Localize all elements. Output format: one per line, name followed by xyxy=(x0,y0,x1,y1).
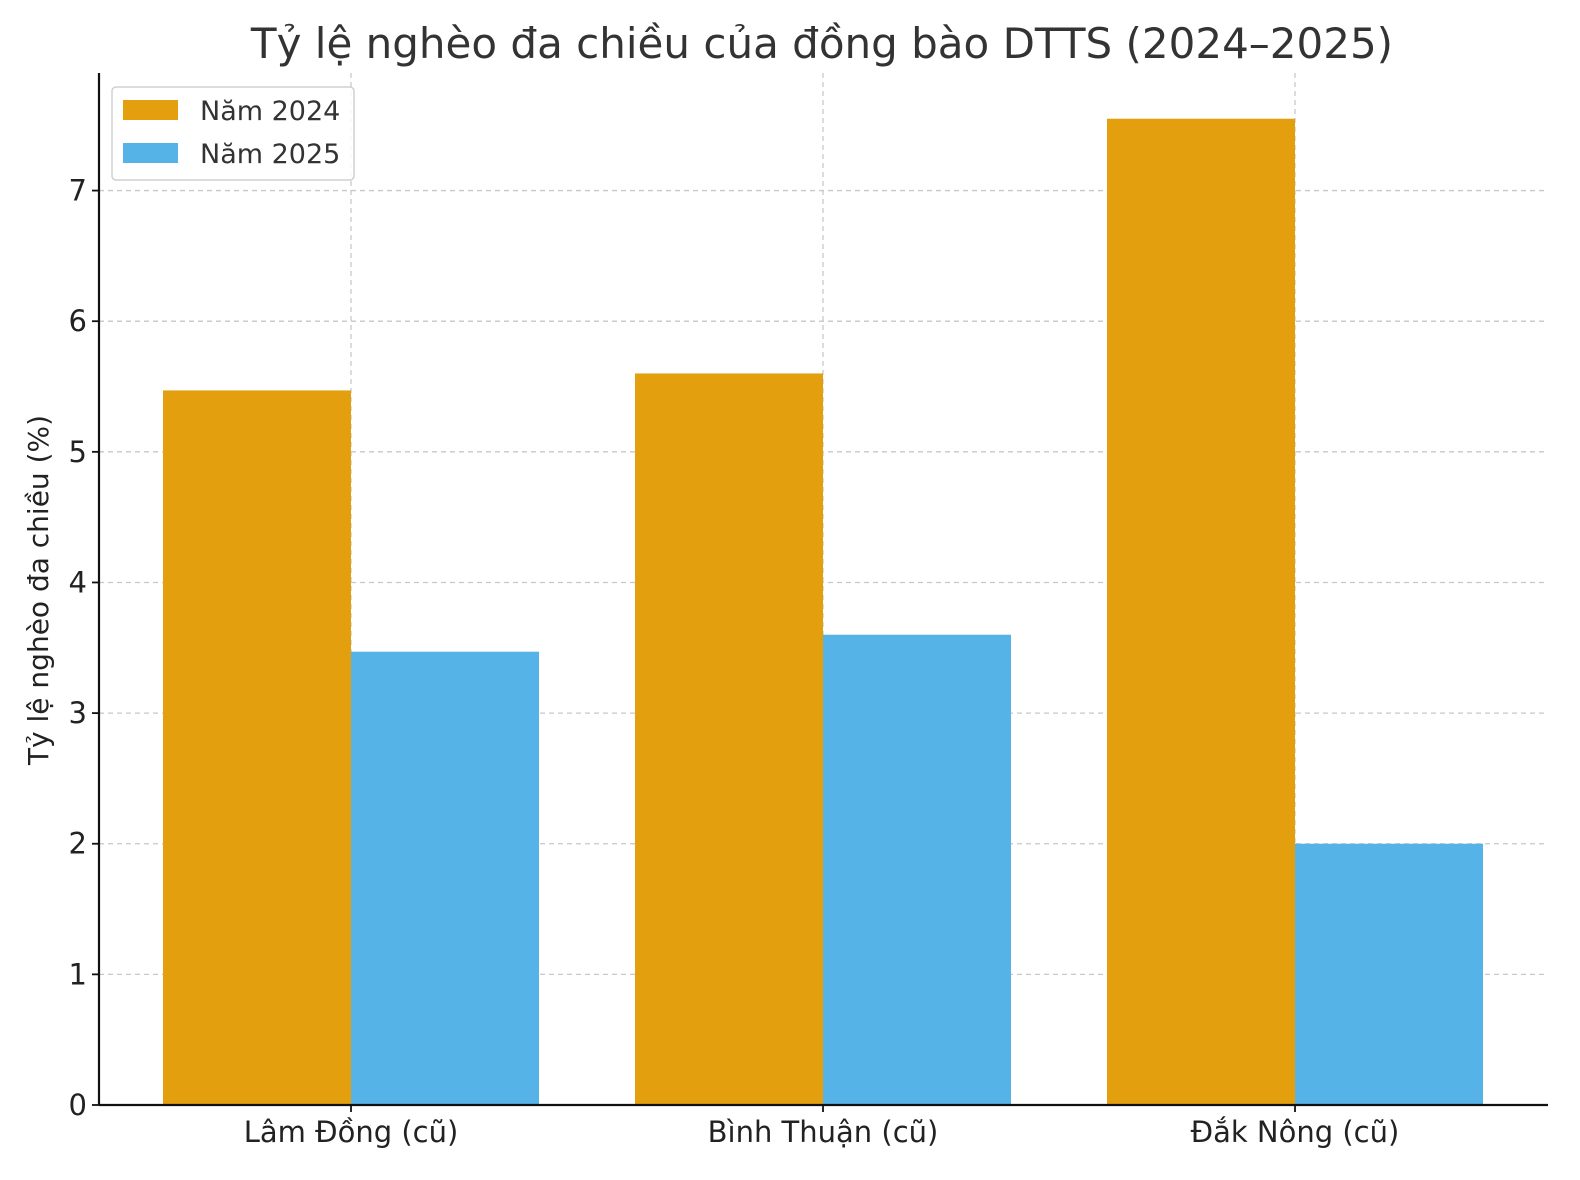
bar-2024-2 xyxy=(1107,118,1295,1106)
y-tick-label: 2 xyxy=(69,827,87,861)
y-axis-label: Tỷ lệ nghèo đa chiều (%) xyxy=(22,415,55,766)
bar-2025-1 xyxy=(823,634,1011,1105)
y-tick-label: 0 xyxy=(69,1088,87,1122)
x-tick-label: Bình Thuận (cũ) xyxy=(708,1115,939,1149)
y-tick-label: 4 xyxy=(69,565,87,599)
bar-2024-0 xyxy=(163,390,351,1105)
legend-label-1: Năm 2025 xyxy=(200,139,340,170)
y-tick-label: 1 xyxy=(69,957,87,991)
legend-label-0: Năm 2024 xyxy=(200,96,340,127)
bar-2025-0 xyxy=(351,651,539,1105)
legend-swatch-1 xyxy=(123,143,178,163)
chart-title: Tỷ lệ nghèo đa chiều của đồng bào DTTS (… xyxy=(250,19,1393,68)
x-tick-label: Lâm Đồng (cũ) xyxy=(244,1115,459,1149)
bar-2024-1 xyxy=(635,373,823,1105)
y-tick-label: 5 xyxy=(69,435,87,469)
tick-labels: 0 1 2 3 4 5 6 7 Lâm Đồng (cũ) Bình Thuận (cũ) Đắk … xyxy=(69,174,1400,1149)
y-tick-label: 7 xyxy=(69,174,87,208)
legend-swatch-0 xyxy=(123,100,178,120)
legend: Năm 2024 Năm 2025 xyxy=(111,86,355,181)
x-tick-label: Đắk Nông (cũ) xyxy=(1191,1115,1400,1149)
bars xyxy=(163,118,1483,1106)
y-tick-label: 6 xyxy=(69,304,87,338)
y-tick-label: 3 xyxy=(69,696,87,730)
bar-2025-2 xyxy=(1295,843,1483,1105)
